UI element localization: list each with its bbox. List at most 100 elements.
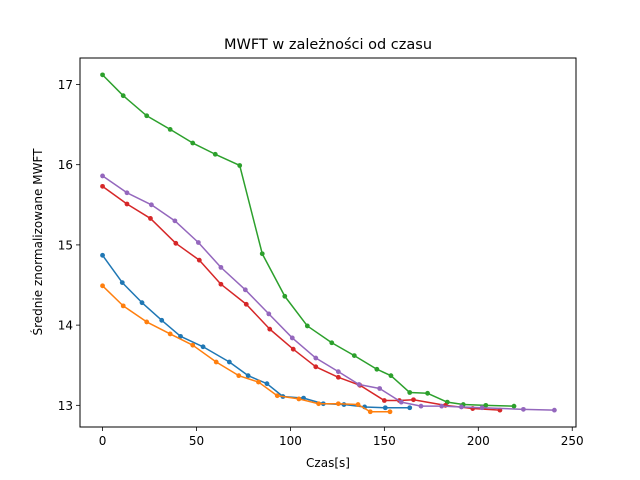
data-point: [190, 342, 196, 348]
data-point: [212, 151, 218, 157]
data-point: [218, 281, 224, 287]
y-tick-label: 13: [58, 399, 73, 413]
data-point: [100, 283, 105, 289]
data-point: [139, 300, 145, 306]
data-point: [316, 401, 322, 407]
data-point: [351, 353, 357, 359]
y-tick-label: 16: [58, 158, 73, 172]
y-axis: 13 14 15 16 17: [58, 78, 80, 413]
data-point: [282, 293, 288, 299]
data-point: [259, 251, 265, 257]
data-point: [148, 216, 153, 221]
data-point: [355, 402, 361, 407]
data-point: [439, 403, 445, 409]
data-point: [196, 257, 202, 263]
data-point: [267, 326, 273, 332]
data-point: [178, 333, 183, 339]
x-axis: 0 50 100 150 200 250: [99, 427, 584, 448]
data-point: [479, 405, 485, 411]
data-point: [124, 190, 130, 196]
x-tick-label: 50: [189, 434, 204, 448]
data-point: [266, 311, 272, 317]
data-point: [407, 405, 413, 411]
x-tick-label: 200: [467, 434, 490, 448]
data-point: [381, 398, 387, 403]
data-point: [226, 359, 232, 365]
data-point: [382, 405, 388, 411]
data-point: [289, 335, 295, 341]
data-point: [425, 390, 430, 396]
data-point: [264, 381, 270, 387]
data-point: [172, 218, 178, 224]
data-point: [411, 397, 416, 403]
data-point: [377, 386, 383, 391]
data-point: [335, 374, 341, 380]
data-point: [520, 406, 526, 412]
data-point: [458, 404, 464, 410]
data-point: [119, 280, 125, 286]
data-point: [237, 163, 243, 168]
x-axis-label: Czas[s]: [306, 456, 350, 470]
data-point: [236, 373, 242, 379]
y-axis-label: Średnie znormalizowane MWFT: [30, 148, 45, 336]
data-point: [387, 409, 393, 415]
axes-frame: [79, 57, 577, 428]
data-point: [335, 369, 341, 375]
data-point: [367, 409, 373, 415]
data-point: [195, 240, 201, 245]
data-point: [173, 240, 179, 246]
x-tick-label: 0: [99, 434, 107, 448]
data-point: [218, 264, 224, 270]
data-point: [274, 393, 280, 399]
data-point: [304, 323, 310, 329]
data-point: [100, 72, 105, 78]
data-point: [120, 93, 126, 99]
data-point: [290, 346, 296, 352]
data-point: [190, 140, 196, 146]
data-point: [551, 407, 557, 413]
data-point: [483, 402, 489, 408]
data-point: [100, 252, 105, 258]
data-point: [100, 183, 105, 189]
data-point: [167, 331, 173, 337]
data-point: [329, 340, 335, 346]
series-2: [100, 283, 393, 415]
data-point: [144, 113, 150, 119]
data-point: [256, 379, 261, 385]
series-4: [100, 183, 503, 413]
data-point: [418, 403, 424, 409]
data-point: [398, 399, 404, 405]
y-tick-label: 17: [58, 78, 73, 92]
data-point: [388, 373, 394, 379]
data-point: [148, 202, 154, 208]
series-layer: [100, 72, 557, 415]
x-tick-label: 250: [561, 434, 584, 448]
y-tick-label: 14: [58, 319, 73, 333]
data-point: [120, 303, 126, 309]
chart-title: MWFT w zależności od czasu: [224, 37, 432, 53]
series-line: [102, 185, 500, 411]
data-point: [243, 301, 249, 307]
data-point: [159, 317, 165, 323]
data-point: [200, 344, 206, 350]
data-point: [213, 359, 219, 365]
x-tick-label: 100: [279, 434, 302, 448]
series-line: [102, 74, 515, 407]
data-point: [100, 173, 105, 179]
data-point: [356, 382, 362, 387]
data-point: [511, 403, 517, 409]
x-tick-label: 150: [373, 434, 396, 448]
data-point: [144, 319, 150, 325]
data-point: [242, 287, 248, 293]
y-tick-label: 15: [58, 238, 73, 252]
data-point: [313, 364, 319, 370]
series-line: [102, 175, 555, 411]
series-1: [100, 252, 413, 411]
series-line: [101, 254, 410, 409]
data-point: [245, 373, 251, 379]
data-point: [335, 401, 341, 407]
data-point: [296, 396, 302, 402]
series-5: [100, 173, 557, 413]
